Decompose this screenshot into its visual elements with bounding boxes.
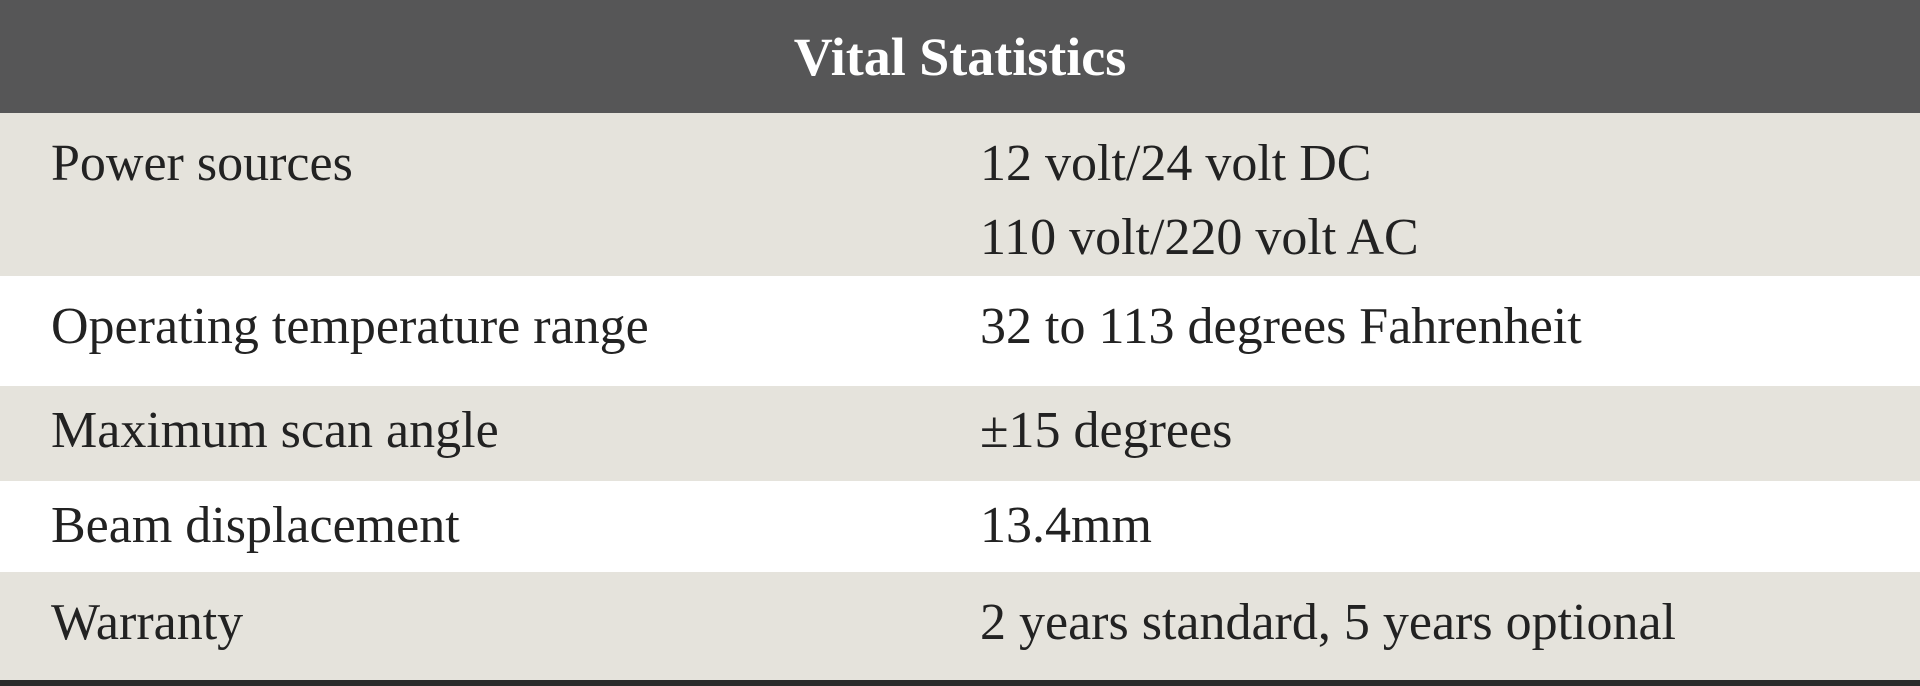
- value-line: ±15 degrees: [980, 402, 1233, 459]
- row-label: Beam displacement: [51, 497, 460, 554]
- row-label: Power sources: [51, 135, 353, 192]
- table-row: Warranty 2 years standard, 5 years option…: [0, 572, 1920, 680]
- row-value: ±15 degrees: [980, 394, 1920, 468]
- row-value: 13.4mm: [980, 489, 1920, 563]
- row-label: Warranty: [51, 594, 244, 651]
- table-row: Maximum scan angle ±15 degrees: [0, 386, 1920, 481]
- table-row: Power sources 12 volt/24 volt DC 110 volt/…: [0, 113, 1920, 276]
- row-label: Maximum scan angle: [51, 402, 499, 459]
- value-line: 32 to 113 degrees Fahrenheit: [980, 298, 1582, 355]
- row-label: Operating temperature range: [51, 298, 649, 355]
- table-body: Power sources 12 volt/24 volt DC 110 volt/…: [0, 113, 1920, 680]
- value-line: 110 volt/220 volt AC: [980, 209, 1419, 266]
- table-row: Beam displacement 13.4mm: [0, 481, 1920, 572]
- row-value: 2 years standard, 5 years optional: [980, 586, 1920, 660]
- value-line: 12 volt/24 volt DC: [980, 135, 1372, 192]
- row-value: 32 to 113 degrees Fahrenheit: [980, 290, 1920, 364]
- value-line: 2 years standard, 5 years optional: [980, 594, 1677, 651]
- row-value: 12 volt/24 volt DC 110 volt/220 volt AC: [980, 127, 1920, 275]
- table-row: Operating temperature range 32 to 113 deg…: [0, 276, 1920, 386]
- table-title: Vital Statistics: [0, 0, 1920, 113]
- value-line: 13.4mm: [980, 497, 1152, 554]
